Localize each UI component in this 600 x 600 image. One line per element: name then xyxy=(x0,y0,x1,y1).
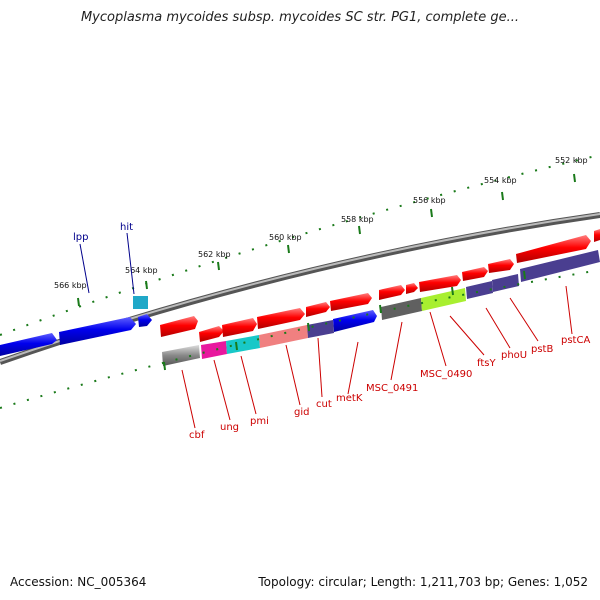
gene-label-pmi[interactable]: pmi xyxy=(250,416,269,427)
gene-label-MSC_0491[interactable]: MSC_0491 xyxy=(366,383,418,394)
gene-arrow[interactable] xyxy=(330,293,372,311)
major-tick xyxy=(451,286,454,296)
gene-arrow[interactable] xyxy=(379,285,405,300)
red-leader-lines xyxy=(181,285,573,429)
gene-label-cbf[interactable]: cbf xyxy=(189,430,205,441)
gene-label-gid[interactable]: gid xyxy=(294,407,309,418)
gene-block[interactable] xyxy=(492,274,519,292)
gene-arrow[interactable] xyxy=(488,259,514,273)
gene-label-phoU[interactable]: phoU xyxy=(501,350,527,361)
scale-label: 558 kbp xyxy=(341,215,374,224)
gene-arrow[interactable] xyxy=(0,333,57,356)
gene-arrow[interactable] xyxy=(419,275,461,292)
gene-arrow[interactable] xyxy=(59,317,136,345)
gene-block[interactable] xyxy=(466,281,493,299)
gene-label-pstCA[interactable]: pstCA xyxy=(561,335,590,346)
gene-label-hit[interactable]: hit xyxy=(120,222,133,233)
scale-label: 564 kbp xyxy=(125,266,158,275)
scale-label: 556 kbp xyxy=(413,196,446,205)
major-tick xyxy=(145,280,148,290)
gene-block[interactable] xyxy=(421,288,466,311)
gene-block[interactable] xyxy=(381,298,422,320)
gene-arrow[interactable] xyxy=(138,314,152,327)
gene-arrow[interactable] xyxy=(160,316,198,337)
genome-summary: Topology: circular; Length: 1,211,703 bp… xyxy=(258,575,588,589)
gene-block[interactable] xyxy=(226,335,260,354)
major-tick xyxy=(77,297,80,307)
major-tick xyxy=(501,191,504,201)
scale-label: 552 kbp xyxy=(555,156,588,165)
scale-label: 566 kbp xyxy=(54,281,87,290)
scale-label: 554 kbp xyxy=(484,176,517,185)
major-tick xyxy=(379,304,382,314)
gene-arrow[interactable] xyxy=(333,310,377,332)
hit-gene-block[interactable] xyxy=(133,296,148,309)
inner-scale-ring xyxy=(0,269,600,409)
gene-label-ung[interactable]: ung xyxy=(220,422,239,433)
gene-arrow[interactable] xyxy=(222,318,257,337)
major-tick xyxy=(307,322,310,332)
scale-label: 560 kbp xyxy=(269,233,302,242)
major-tick xyxy=(523,270,526,280)
accession-label: Accession: NC_005364 xyxy=(10,575,147,589)
gene-label-metK[interactable]: metK xyxy=(336,393,363,404)
gene-arrow[interactable] xyxy=(594,229,600,242)
gene-label-MSC_0490[interactable]: MSC_0490 xyxy=(420,369,472,380)
major-tick xyxy=(358,225,361,235)
gene-block[interactable] xyxy=(259,325,308,348)
reverse-strand-genes xyxy=(0,296,152,356)
blue-leader-lines xyxy=(79,232,135,295)
forward-strand-genes xyxy=(160,229,600,342)
major-tick xyxy=(573,173,576,183)
gene-label-lpp[interactable]: lpp xyxy=(73,232,88,243)
gene-label-pstB[interactable]: pstB xyxy=(531,344,553,355)
major-tick xyxy=(430,208,433,218)
major-tick xyxy=(163,361,166,371)
map-title: Mycoplasma mycoides subsp. mycoides SC s… xyxy=(80,10,520,25)
gene-arrow[interactable] xyxy=(306,302,330,317)
major-tick xyxy=(217,261,220,271)
gene-block[interactable] xyxy=(520,250,600,282)
gene-arrow[interactable] xyxy=(199,326,224,342)
gene-block[interactable] xyxy=(307,320,334,338)
gene-label-cut[interactable]: cut xyxy=(316,399,332,410)
major-tick xyxy=(235,341,238,351)
gene-block[interactable] xyxy=(201,341,227,359)
gene-block[interactable] xyxy=(162,345,200,366)
gene-arrow[interactable] xyxy=(406,283,418,294)
outer-scale-ring xyxy=(0,154,600,336)
gene-arrow[interactable] xyxy=(257,308,305,329)
gene-category-blocks xyxy=(162,250,600,366)
gene-arrow[interactable] xyxy=(462,267,488,281)
scale-label: 562 kbp xyxy=(198,250,231,259)
major-tick xyxy=(287,244,290,254)
gene-label-ftsY[interactable]: ftsY xyxy=(477,358,496,369)
gene-arrow[interactable] xyxy=(516,235,591,263)
